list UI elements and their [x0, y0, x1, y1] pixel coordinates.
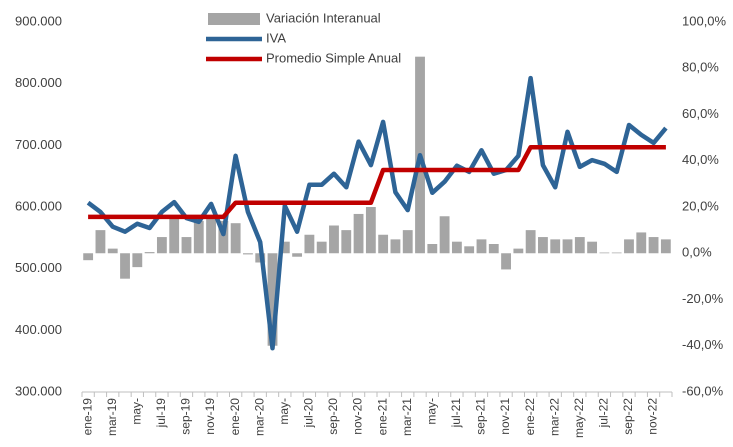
- y2-tick-label: -60,0%: [682, 383, 724, 398]
- bar: [587, 241, 598, 254]
- bar: [550, 239, 561, 254]
- x-tick-label: sep-20: [326, 398, 340, 435]
- x-tick-label: ene-22: [523, 398, 537, 436]
- y2-tick-label: 20,0%: [682, 198, 719, 213]
- bar: [390, 239, 401, 254]
- bar: [120, 253, 130, 279]
- y2-tick-label: 60,0%: [682, 106, 719, 121]
- x-tick-label: sep-19: [179, 398, 193, 435]
- bar: [574, 237, 585, 254]
- bar: [292, 253, 303, 257]
- legend-swatch: [208, 13, 260, 25]
- bar: [427, 244, 438, 254]
- x-tick-label: nov-22: [646, 398, 660, 435]
- y2-tick-label: 40,0%: [682, 152, 719, 167]
- y2-tick-label: 100,0%: [682, 13, 727, 28]
- bar: [156, 237, 167, 254]
- bar: [181, 237, 192, 254]
- bar: [439, 216, 450, 254]
- bar: [316, 241, 327, 254]
- bar: [378, 234, 389, 254]
- bar: [476, 239, 487, 254]
- y2-tick-label: -40,0%: [682, 337, 724, 352]
- x-tick-label: mar-21: [400, 398, 414, 436]
- bar: [169, 216, 180, 254]
- x-tick-label: may-: [424, 398, 438, 425]
- x-tick-label: jul-20: [302, 398, 316, 429]
- bar: [513, 248, 524, 254]
- x-tick-label: jul-21: [449, 398, 463, 429]
- y-tick-label: 400.000: [15, 322, 62, 337]
- line: [86, 75, 668, 351]
- y2-tick-label: 0,0%: [682, 245, 712, 260]
- bar: [624, 239, 634, 254]
- legend-label: Variación Interanual: [266, 10, 381, 25]
- bar: [402, 230, 413, 254]
- bar: [279, 241, 290, 254]
- bar: [562, 239, 573, 254]
- x-tick-label: mar-20: [252, 398, 266, 436]
- bar: [144, 252, 155, 254]
- legend-label: Promedio Simple Anual: [266, 50, 401, 65]
- bar: [193, 220, 204, 254]
- bar: [267, 253, 278, 346]
- x-tick-label: jul-22: [597, 398, 611, 429]
- x-tick-label: sep-22: [621, 398, 635, 435]
- bar: [230, 223, 241, 254]
- x-tick-label: ene-21: [375, 398, 389, 436]
- bar: [132, 253, 143, 268]
- x-tick-label: may-: [129, 398, 143, 425]
- bar: [243, 253, 253, 255]
- bar: [636, 232, 647, 254]
- bar: [341, 230, 352, 254]
- y-tick-label: 500.000: [15, 260, 62, 275]
- x-tick-label: nov-21: [498, 398, 512, 435]
- bar: [488, 244, 499, 254]
- bar: [365, 207, 376, 254]
- x-tick-label: ene-20: [228, 398, 242, 436]
- x-tick-label: jul-19: [154, 398, 168, 429]
- bar: [206, 218, 216, 254]
- x-tick-label: sep-21: [474, 398, 488, 435]
- bar: [599, 252, 610, 254]
- x-tick-label: may-: [277, 398, 291, 425]
- bar: [538, 237, 548, 254]
- bar: [451, 241, 462, 254]
- bar: [83, 253, 94, 261]
- x-tick-label: mar-19: [105, 398, 119, 436]
- x-tick-label: may-22: [572, 398, 586, 438]
- bar: [611, 252, 622, 254]
- bar: [464, 246, 475, 254]
- bar: [353, 213, 364, 254]
- bar: [304, 234, 315, 254]
- bar: [107, 248, 118, 254]
- bar: [648, 237, 659, 254]
- x-tick-label: nov-19: [203, 398, 217, 435]
- x-tick-label: mar-22: [547, 398, 561, 436]
- bar: [218, 220, 229, 254]
- bar: [329, 225, 339, 254]
- line: [88, 144, 666, 220]
- bar: [501, 253, 511, 270]
- y-tick-label: 800.000: [15, 75, 62, 90]
- bar: [525, 230, 536, 254]
- bar: [660, 239, 671, 254]
- y-tick-label: 900.000: [15, 13, 62, 28]
- bar: [95, 230, 106, 254]
- y-tick-label: 700.000: [15, 137, 62, 152]
- y2-tick-label: -20,0%: [682, 291, 724, 306]
- y2-tick-label: 80,0%: [682, 60, 719, 75]
- x-tick-label: nov-20: [351, 398, 365, 435]
- y-tick-label: 300.000: [15, 383, 62, 398]
- legend-label: IVA: [266, 30, 286, 45]
- x-tick-label: ene-19: [80, 398, 94, 436]
- y-tick-label: 600.000: [15, 198, 62, 213]
